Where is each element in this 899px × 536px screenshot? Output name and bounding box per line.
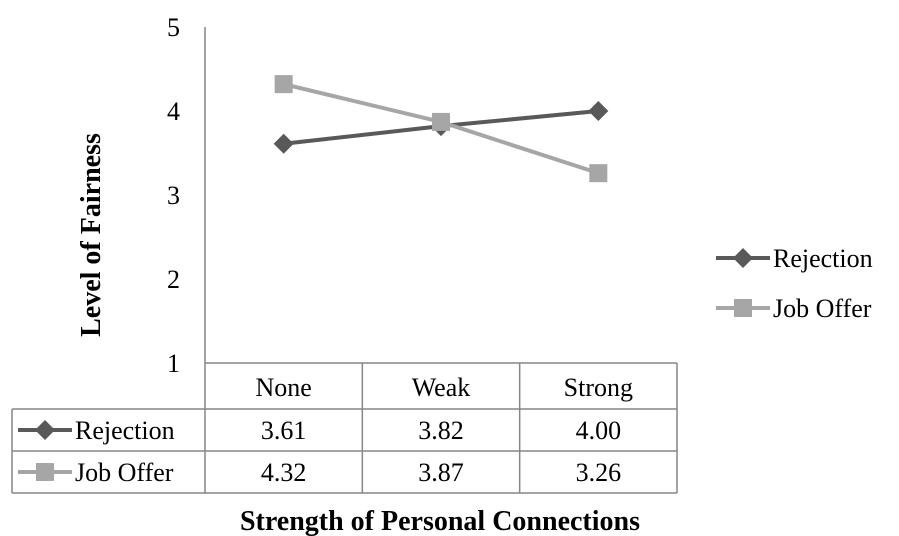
table-cell-value: 4.32 bbox=[261, 458, 307, 487]
x-tick-label: None bbox=[256, 373, 312, 402]
x-axis-label: Strength of Personal Connections bbox=[240, 506, 640, 536]
y-axis-label: Level of Fairness bbox=[76, 133, 107, 337]
y-tick-label: 2 bbox=[167, 265, 180, 294]
table-cell-value: 3.26 bbox=[576, 458, 622, 487]
legend-entry: Rejection bbox=[716, 244, 873, 273]
legend: Rejection Job Offer bbox=[716, 244, 873, 323]
data-point bbox=[588, 101, 609, 121]
legend-label: Rejection bbox=[773, 244, 873, 273]
data-point bbox=[273, 133, 294, 154]
data-point bbox=[432, 112, 450, 131]
table-series-label: Rejection bbox=[75, 416, 175, 445]
y-tick-label: 5 bbox=[167, 13, 180, 42]
table-legend-key bbox=[18, 420, 72, 440]
table-cell-value: 3.61 bbox=[261, 416, 307, 445]
square-marker-icon bbox=[36, 463, 54, 481]
y-tick-label: 1 bbox=[167, 349, 180, 378]
legend-label: Job Offer bbox=[773, 294, 872, 323]
diamond-marker-icon bbox=[733, 248, 753, 268]
y-tick-label: 3 bbox=[167, 181, 180, 210]
square-marker-icon bbox=[734, 299, 752, 317]
x-tick-label: Weak bbox=[412, 373, 471, 402]
data-point bbox=[589, 164, 608, 183]
y-tick-label: 4 bbox=[167, 97, 180, 126]
diamond-marker-icon bbox=[35, 420, 55, 440]
table-series-label: Job Offer bbox=[75, 458, 174, 487]
series-lines bbox=[273, 75, 609, 183]
table-cell-value: 3.87 bbox=[418, 458, 464, 487]
table-cell-value: 4.00 bbox=[576, 416, 622, 445]
series-job-offer bbox=[274, 75, 608, 183]
data-table: None Weak Strong Rejection 3.61 3.82 4.00 Job O… bbox=[18, 373, 633, 487]
table-legend-key bbox=[18, 463, 72, 481]
legend-entry: Job Offer bbox=[716, 294, 872, 323]
data-point bbox=[274, 75, 293, 94]
data-table-grid bbox=[11, 362, 678, 494]
x-tick-label: Strong bbox=[564, 373, 633, 402]
y-tick-labels: 1 2 3 4 5 bbox=[167, 13, 180, 378]
table-cell-value: 3.82 bbox=[418, 416, 464, 445]
